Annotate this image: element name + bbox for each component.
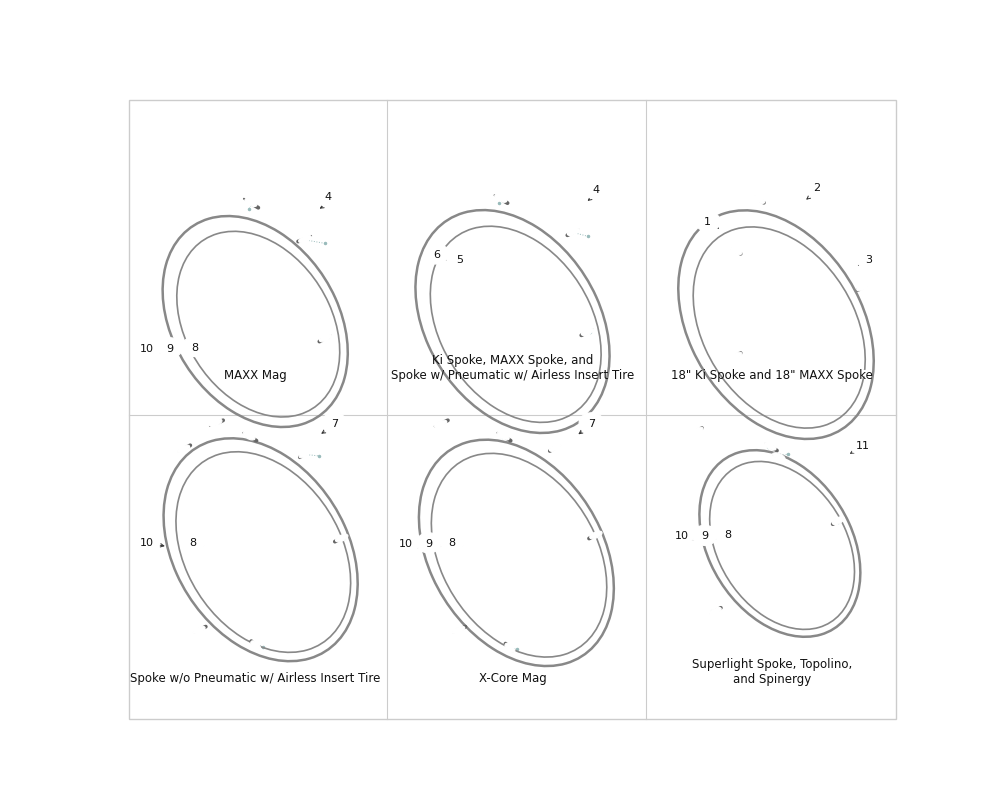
Ellipse shape xyxy=(581,328,594,337)
Text: 18" Ki Spoke and 18" MAXX Spoke: 18" Ki Spoke and 18" MAXX Spoke xyxy=(671,368,873,381)
Circle shape xyxy=(416,533,441,553)
Circle shape xyxy=(692,526,717,546)
Ellipse shape xyxy=(691,427,703,436)
Ellipse shape xyxy=(243,432,255,440)
Circle shape xyxy=(857,250,881,270)
Ellipse shape xyxy=(245,200,257,208)
Circle shape xyxy=(440,532,464,552)
Text: 9: 9 xyxy=(166,343,174,354)
Circle shape xyxy=(584,180,609,200)
Text: 10: 10 xyxy=(140,537,154,547)
Ellipse shape xyxy=(177,445,190,453)
Ellipse shape xyxy=(832,517,844,525)
Text: 9: 9 xyxy=(425,539,432,548)
Circle shape xyxy=(695,212,720,232)
Circle shape xyxy=(182,337,207,357)
Text: X-Core Mag: X-Core Mag xyxy=(479,672,546,684)
Circle shape xyxy=(158,338,182,358)
Ellipse shape xyxy=(193,627,205,634)
Ellipse shape xyxy=(753,195,765,204)
Ellipse shape xyxy=(549,444,561,452)
Ellipse shape xyxy=(857,284,869,292)
Ellipse shape xyxy=(434,421,447,428)
Text: 3: 3 xyxy=(866,255,872,264)
Text: 4: 4 xyxy=(324,192,332,202)
Circle shape xyxy=(316,187,340,208)
Ellipse shape xyxy=(764,443,776,451)
Circle shape xyxy=(181,532,206,552)
Ellipse shape xyxy=(452,627,465,634)
Ellipse shape xyxy=(497,432,509,440)
Ellipse shape xyxy=(495,195,507,203)
Text: 10: 10 xyxy=(674,530,688,541)
Circle shape xyxy=(579,414,604,433)
Circle shape xyxy=(850,436,875,456)
Ellipse shape xyxy=(855,371,868,378)
Text: Superlight Spoke, Topolino,
and Spinergy: Superlight Spoke, Topolino, and Spinergy xyxy=(692,658,852,685)
Ellipse shape xyxy=(299,450,311,458)
Text: Ki Spoke, MAXX Spoke, and
Spoke w/ Pneumatic w/ Airless Insert Tire: Ki Spoke, MAXX Spoke, and Spoke w/ Pneum… xyxy=(391,354,634,381)
Ellipse shape xyxy=(505,643,515,653)
Text: 1: 1 xyxy=(704,217,711,227)
Ellipse shape xyxy=(299,236,311,243)
Ellipse shape xyxy=(251,641,261,650)
Circle shape xyxy=(804,178,829,198)
Ellipse shape xyxy=(590,531,602,539)
Circle shape xyxy=(424,245,449,264)
Ellipse shape xyxy=(730,247,742,255)
Text: 4: 4 xyxy=(593,185,600,195)
Circle shape xyxy=(134,338,159,358)
Ellipse shape xyxy=(730,353,742,361)
Text: 8: 8 xyxy=(190,537,197,547)
Ellipse shape xyxy=(209,419,222,427)
Ellipse shape xyxy=(335,534,348,543)
Text: 7: 7 xyxy=(588,418,595,428)
Circle shape xyxy=(447,250,472,270)
Text: 10: 10 xyxy=(140,343,154,354)
Circle shape xyxy=(716,525,740,544)
Text: Spoke w/o Pneumatic w/ Airless Insert Tire: Spoke w/o Pneumatic w/ Airless Insert Ti… xyxy=(130,672,380,684)
Text: 5: 5 xyxy=(456,255,463,264)
Circle shape xyxy=(669,526,694,546)
Ellipse shape xyxy=(773,453,785,461)
Text: 2: 2 xyxy=(813,182,820,193)
Text: MAXX Mag: MAXX Mag xyxy=(224,368,287,381)
Circle shape xyxy=(322,414,347,433)
Text: 6: 6 xyxy=(433,250,440,260)
Text: 8: 8 xyxy=(448,537,456,547)
Ellipse shape xyxy=(319,335,332,342)
Text: 11: 11 xyxy=(856,441,870,451)
Ellipse shape xyxy=(709,607,721,616)
Text: 7: 7 xyxy=(331,418,338,428)
Ellipse shape xyxy=(567,229,580,236)
Circle shape xyxy=(134,532,159,552)
Text: 10: 10 xyxy=(399,539,413,548)
Circle shape xyxy=(393,533,418,553)
Text: 8: 8 xyxy=(191,342,198,352)
Text: 8: 8 xyxy=(724,530,732,539)
Text: 9: 9 xyxy=(701,530,708,541)
